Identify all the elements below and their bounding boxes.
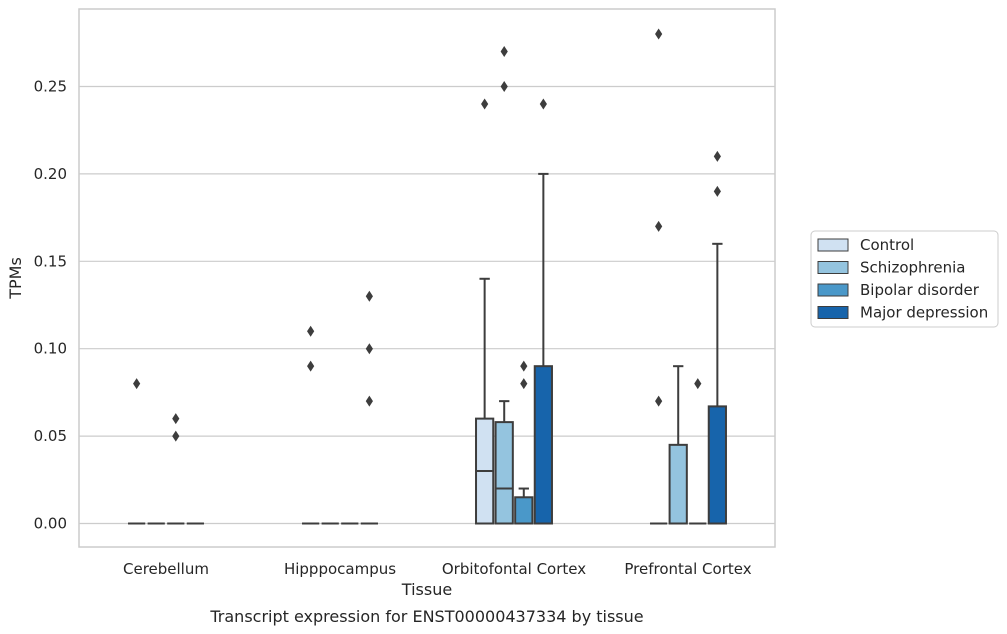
x-tick-label: Prefrontal Cortex	[624, 560, 751, 578]
box-control	[128, 378, 146, 525]
legend-swatch	[817, 306, 849, 319]
box-control	[302, 325, 320, 525]
y-tick-label: 0.00	[34, 515, 67, 533]
outlier-marker	[520, 360, 528, 372]
legend-swatch	[817, 238, 849, 252]
box-body	[533, 365, 553, 525]
y-axis-ticks: 0.00 0.05 0.10 0.15 0.20 0.25	[34, 78, 67, 533]
outlier-marker	[307, 325, 315, 337]
box-bipolar-disorder	[514, 360, 534, 525]
box-schizophrenia	[668, 365, 688, 525]
outlier-marker	[500, 46, 508, 58]
outlier-marker	[713, 185, 721, 197]
box-body	[668, 443, 688, 525]
outlier-marker	[307, 360, 315, 372]
box-bipolar-disorder	[167, 413, 185, 525]
x-tick-label: Cerebellum	[123, 560, 209, 578]
y-tick-label: 0.20	[34, 165, 67, 183]
legend-label: Bipolar disorder	[860, 281, 980, 299]
y-tick-label: 0.10	[34, 340, 67, 358]
outlier-marker	[655, 220, 663, 232]
plot-area	[78, 8, 776, 548]
box-major-depression	[533, 98, 553, 525]
legend-frame	[810, 230, 999, 328]
outlier-marker	[365, 343, 373, 355]
outlier-marker	[655, 395, 663, 407]
legend: Control Schizophrenia Bipolar disorder Majo…	[810, 230, 999, 328]
outlier-marker	[481, 98, 489, 110]
outlier-marker	[365, 290, 373, 302]
y-tick-label: 0.25	[34, 78, 67, 96]
x-axis-ticks: Cerebellum Hipppocampus Orbitofontal Corte…	[123, 560, 752, 578]
outlier-marker	[172, 413, 180, 425]
x-tick-label: Orbitofontal Cortex	[442, 560, 586, 578]
box-control	[650, 28, 668, 525]
outlier-marker	[500, 81, 508, 92]
x-tick-label: Hipppocampus	[284, 560, 396, 578]
legend-swatch	[817, 261, 849, 274]
outlier-marker	[539, 98, 547, 110]
outlier-marker	[713, 150, 721, 162]
outlier-marker	[172, 430, 180, 442]
y-tick-label: 0.15	[34, 252, 67, 270]
box-control	[475, 98, 495, 525]
box-major-depression	[707, 150, 727, 525]
y-tick-label: 0.05	[34, 427, 67, 445]
box-body	[494, 421, 514, 525]
outlier-marker	[655, 28, 663, 40]
box-schizophrenia	[494, 46, 514, 525]
legend-label: Schizophrenia	[860, 259, 965, 277]
x-axis-label: Tissue	[401, 580, 452, 599]
outlier-marker	[520, 378, 528, 390]
outlier-marker	[133, 378, 141, 390]
legend-swatch	[817, 283, 849, 297]
box-major-depression	[360, 290, 378, 525]
outlier-marker	[365, 395, 373, 407]
legend-label: Major depression	[860, 304, 988, 322]
box-bipolar-disorder	[689, 378, 707, 525]
box-body	[514, 496, 534, 525]
y-axis-label: TPMs	[6, 257, 25, 300]
box-groups	[128, 28, 727, 525]
outlier-marker	[694, 378, 702, 390]
chart-title: Transcript expression for ENST0000043733…	[209, 607, 643, 626]
legend-label: Control	[860, 236, 914, 254]
box-body	[707, 405, 727, 525]
